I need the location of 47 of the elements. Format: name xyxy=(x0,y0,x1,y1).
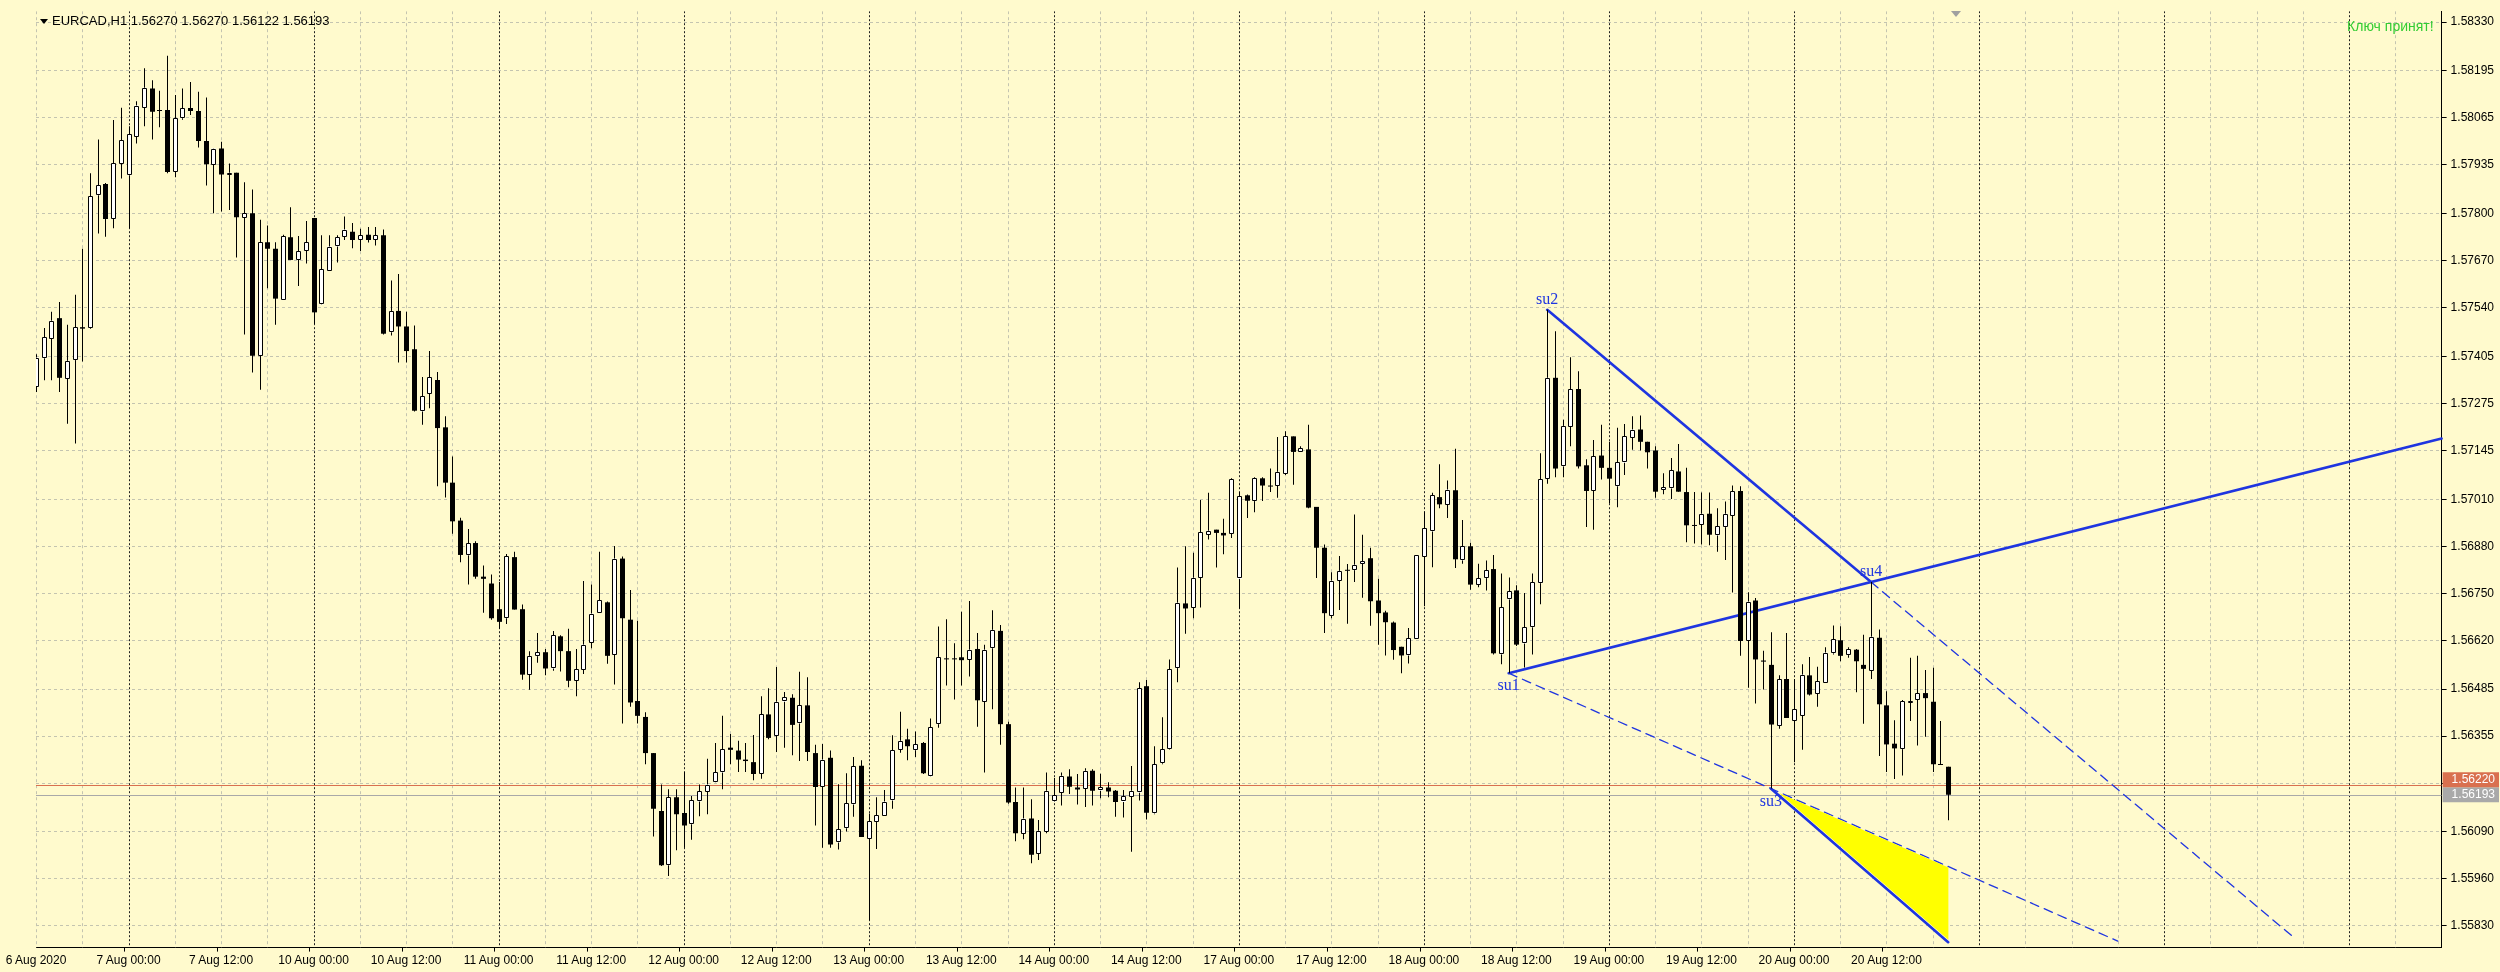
x-tick-label: 13 Aug 00:00 xyxy=(833,953,905,968)
x-tick-label: 17 Aug 00:00 xyxy=(1203,953,1275,968)
x-tick-label: 14 Aug 00:00 xyxy=(1018,953,1090,968)
y-tick-label: 1.58195 xyxy=(2450,63,2495,78)
y-tick-label: 1.56485 xyxy=(2450,681,2495,696)
data-label: su2 xyxy=(1536,290,1559,308)
x-tick-label: 12 Aug 12:00 xyxy=(740,953,812,968)
x-tick-label: 17 Aug 12:00 xyxy=(1295,953,1368,968)
y-tick-label: 1.56750 xyxy=(2450,585,2495,600)
ref-line-label: 1.56220 xyxy=(2451,772,2496,787)
x-tick-label: 10 Aug 00:00 xyxy=(278,953,350,968)
x-tick-label: 11 Aug 12:00 xyxy=(556,953,627,968)
x-tick-label: 10 Aug 12:00 xyxy=(370,953,442,968)
y-tick-label: 1.57540 xyxy=(2450,299,2495,314)
x-tick-label: 20 Aug 00:00 xyxy=(1758,953,1830,968)
data-label: su4 xyxy=(1859,562,1883,580)
y-tick-label: 1.57145 xyxy=(2450,442,2495,457)
x-tick-label: 6 Aug 2020 xyxy=(5,953,67,968)
x-tick-label: 11 Aug 00:00 xyxy=(463,953,534,968)
y-tick-label: 1.55960 xyxy=(2450,871,2495,886)
y-tick-label: 1.57405 xyxy=(2450,348,2495,363)
x-tick-label: 19 Aug 12:00 xyxy=(1666,953,1738,968)
y-tick-label: 1.56090 xyxy=(2450,824,2495,839)
y-tick-label: 1.58065 xyxy=(2450,110,2495,125)
y-tick-label: 1.56620 xyxy=(2450,632,2495,647)
ref-line-label: 1.56193 xyxy=(2451,787,2496,802)
y-tick-label: 1.55830 xyxy=(2450,918,2495,933)
y-tick-label: 1.58330 xyxy=(2450,14,2495,29)
annotation: Ключ принят! xyxy=(2347,18,2434,35)
data-label: su1 xyxy=(1497,676,1520,694)
y-tick-label: 1.57670 xyxy=(2450,252,2495,267)
x-tick-label: 18 Aug 12:00 xyxy=(1481,953,1553,968)
y-tick-label: 1.57010 xyxy=(2450,491,2495,506)
x-tick-label: 19 Aug 00:00 xyxy=(1573,953,1645,968)
chart-title: EURCAD,H1 1.56270 1.56270 1.56122 1.56193 xyxy=(52,12,330,28)
y-tick-label: 1.57935 xyxy=(2450,157,2495,172)
y-tick-label: 1.57275 xyxy=(2450,395,2495,410)
x-tick-label: 7 Aug 00:00 xyxy=(96,953,161,968)
y-tick-label: 1.57800 xyxy=(2450,205,2495,220)
x-tick-label: 18 Aug 00:00 xyxy=(1388,953,1460,968)
x-tick-label: 14 Aug 12:00 xyxy=(1110,953,1182,968)
x-tick-label: 7 Aug 12:00 xyxy=(189,953,254,968)
x-tick-label: 13 Aug 12:00 xyxy=(925,953,997,968)
y-tick-label: 1.56880 xyxy=(2450,538,2495,553)
x-tick-label: 12 Aug 00:00 xyxy=(648,953,720,968)
x-tick-label: 20 Aug 12:00 xyxy=(1851,953,1923,968)
y-tick-label: 1.56355 xyxy=(2450,728,2495,743)
